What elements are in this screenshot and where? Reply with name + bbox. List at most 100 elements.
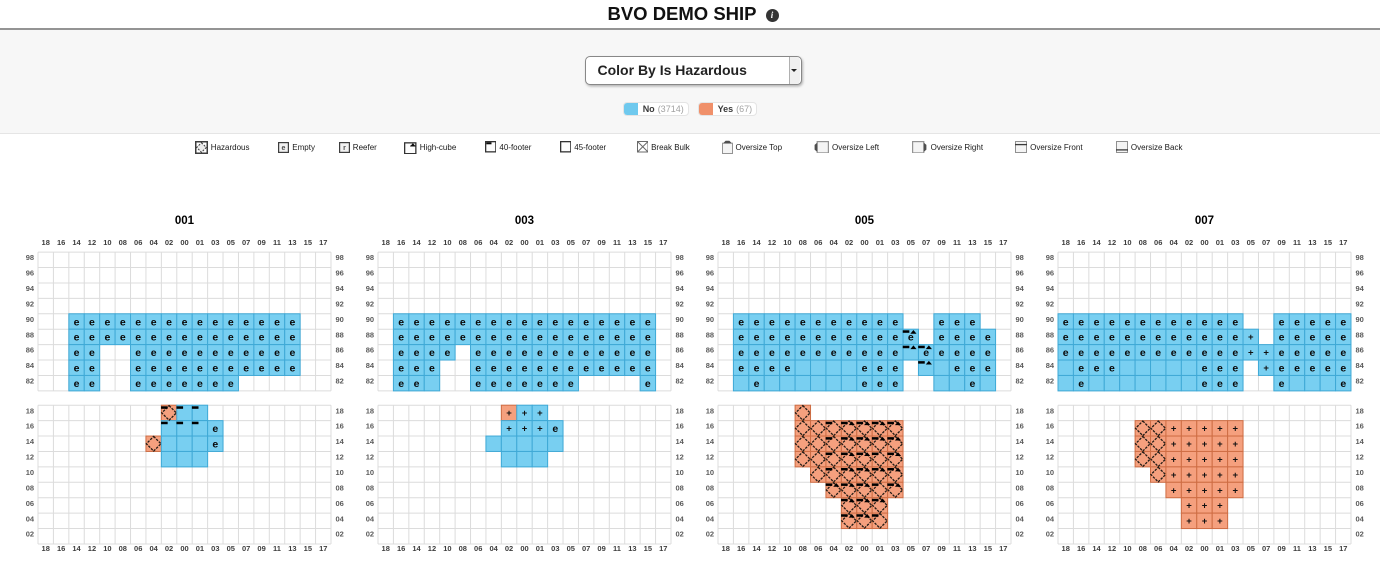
svg-text:01: 01 <box>876 238 884 247</box>
svg-text:e: e <box>228 378 234 390</box>
svg-text:86: 86 <box>1015 346 1023 355</box>
svg-text:04: 04 <box>1046 514 1055 523</box>
svg-text:18: 18 <box>1015 406 1023 415</box>
svg-text:e: e <box>491 378 497 390</box>
svg-text:e: e <box>151 378 157 390</box>
svg-text:+: + <box>1217 454 1223 465</box>
svg-text:04: 04 <box>489 544 498 553</box>
svg-text:00: 00 <box>1200 238 1208 247</box>
svg-text:96: 96 <box>675 269 683 278</box>
svg-text:e: e <box>969 347 975 359</box>
svg-text:e: e <box>181 347 187 359</box>
svg-text:e: e <box>1294 363 1300 375</box>
svg-text:02: 02 <box>1185 238 1193 247</box>
svg-text:15: 15 <box>984 544 992 553</box>
svg-text:e: e <box>135 316 141 328</box>
svg-text:04: 04 <box>149 544 158 553</box>
svg-text:e: e <box>738 332 744 344</box>
svg-text:e: e <box>274 363 280 375</box>
svg-text:02: 02 <box>1015 530 1023 539</box>
svg-text:e: e <box>135 378 141 390</box>
svg-text:001: 001 <box>175 215 195 227</box>
svg-text:15: 15 <box>304 238 312 247</box>
svg-text:e: e <box>583 316 589 328</box>
svg-text:04: 04 <box>26 514 35 523</box>
svg-text:06: 06 <box>1154 238 1162 247</box>
svg-text:18: 18 <box>721 238 729 247</box>
svg-text:07: 07 <box>1262 544 1270 553</box>
svg-text:e: e <box>1232 378 1238 390</box>
svg-text:15: 15 <box>984 238 992 247</box>
svg-text:e: e <box>212 316 218 328</box>
svg-text:06: 06 <box>706 499 714 508</box>
svg-text:16: 16 <box>335 422 343 431</box>
svg-text:005: 005 <box>855 215 875 227</box>
svg-text:e: e <box>552 316 558 328</box>
svg-text:07: 07 <box>242 544 250 553</box>
svg-text:e: e <box>491 316 497 328</box>
svg-text:e: e <box>243 347 249 359</box>
svg-text:e: e <box>939 332 945 344</box>
svg-text:01: 01 <box>876 544 884 553</box>
svg-text:+: + <box>1186 516 1192 527</box>
svg-text:15: 15 <box>644 238 652 247</box>
svg-text:e: e <box>212 332 218 344</box>
svg-text:13: 13 <box>628 544 636 553</box>
svg-text:e: e <box>831 332 837 344</box>
svg-text:e: e <box>1217 316 1223 328</box>
svg-text:04: 04 <box>489 238 498 247</box>
svg-text:04: 04 <box>1015 514 1024 523</box>
svg-text:16: 16 <box>1077 544 1085 553</box>
svg-text:e: e <box>398 378 404 390</box>
svg-text:e: e <box>259 347 265 359</box>
svg-text:e: e <box>89 363 95 375</box>
svg-text:e: e <box>1094 363 1100 375</box>
svg-text:05: 05 <box>1246 544 1254 553</box>
svg-text:90: 90 <box>1015 315 1023 324</box>
svg-text:92: 92 <box>1355 299 1363 308</box>
svg-text:08: 08 <box>1139 238 1147 247</box>
svg-text:+: + <box>1186 454 1192 465</box>
svg-text:13: 13 <box>968 544 976 553</box>
svg-text:e: e <box>939 347 945 359</box>
svg-text:e: e <box>120 316 126 328</box>
svg-text:10: 10 <box>103 544 111 553</box>
svg-text:e: e <box>89 316 95 328</box>
svg-text:e: e <box>815 347 821 359</box>
svg-text:e: e <box>552 363 558 375</box>
svg-text:03: 03 <box>211 238 219 247</box>
svg-text:+: + <box>1248 348 1254 359</box>
svg-text:92: 92 <box>26 299 34 308</box>
svg-text:03: 03 <box>1231 238 1239 247</box>
svg-text:e: e <box>197 363 203 375</box>
svg-text:e: e <box>815 316 821 328</box>
svg-text:+: + <box>1186 485 1192 496</box>
svg-text:90: 90 <box>1046 315 1054 324</box>
svg-text:+: + <box>1171 470 1177 481</box>
svg-text:e: e <box>398 316 404 328</box>
svg-text:e: e <box>1078 347 1084 359</box>
svg-text:82: 82 <box>335 377 343 386</box>
svg-text:08: 08 <box>675 483 683 492</box>
svg-text:e: e <box>1078 332 1084 344</box>
svg-text:e: e <box>892 347 898 359</box>
svg-text:e: e <box>939 316 945 328</box>
svg-text:84: 84 <box>26 361 35 370</box>
svg-text:e: e <box>243 363 249 375</box>
svg-text:007: 007 <box>1195 215 1214 227</box>
svg-text:96: 96 <box>366 269 374 278</box>
svg-text:02: 02 <box>845 544 853 553</box>
svg-text:e: e <box>969 332 975 344</box>
svg-text:96: 96 <box>706 269 714 278</box>
svg-text:02: 02 <box>706 530 714 539</box>
svg-text:e: e <box>769 363 775 375</box>
svg-text:18: 18 <box>381 544 389 553</box>
svg-text:16: 16 <box>737 238 745 247</box>
svg-text:98: 98 <box>26 253 34 262</box>
svg-text:10: 10 <box>1123 544 1131 553</box>
svg-text:98: 98 <box>1015 253 1023 262</box>
svg-text:01: 01 <box>196 544 204 553</box>
svg-text:08: 08 <box>799 238 807 247</box>
svg-text:e: e <box>1109 332 1115 344</box>
svg-text:e: e <box>861 378 867 390</box>
